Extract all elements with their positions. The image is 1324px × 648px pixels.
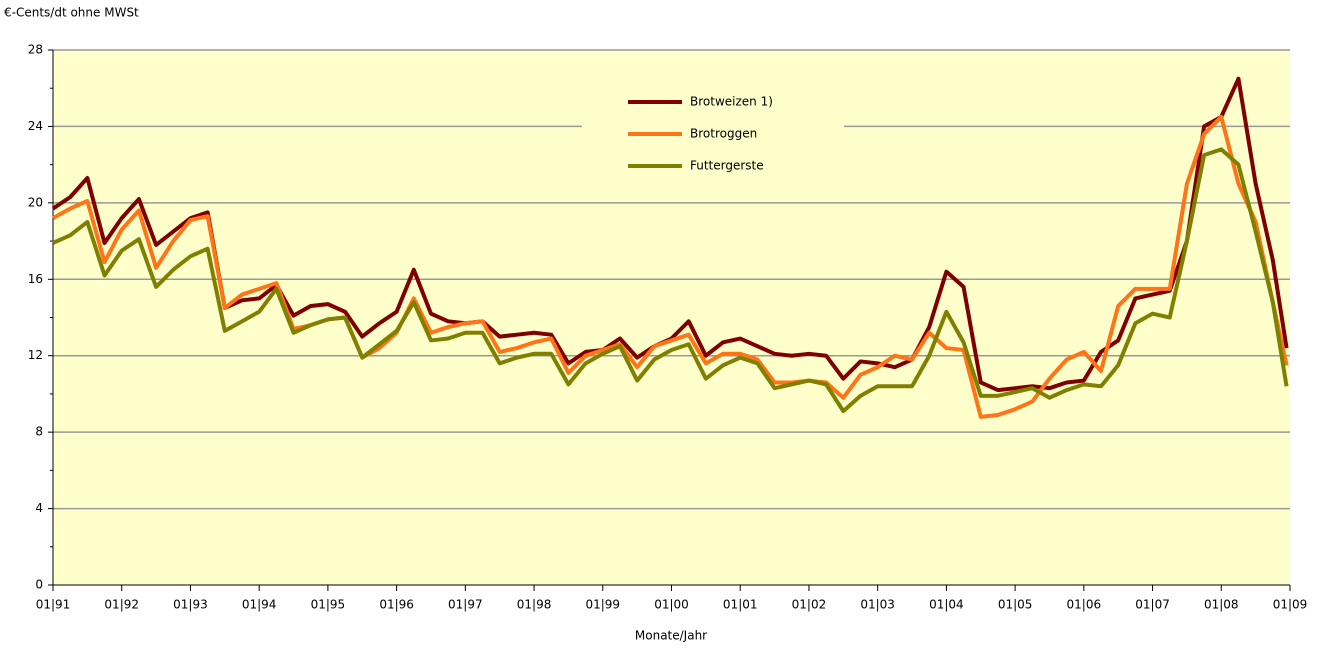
- x-tick-label: 01|99: [585, 598, 620, 612]
- x-axis-label: Monate/Jahr: [635, 629, 707, 643]
- x-tick-label: 01|02: [792, 598, 827, 612]
- x-tick-label: 01|91: [36, 598, 71, 612]
- x-tick-label: 01|07: [1135, 598, 1170, 612]
- legend-label: Futtergerste: [690, 159, 764, 173]
- y-tick-label: 16: [28, 272, 43, 286]
- y-tick-label: 0: [35, 578, 43, 592]
- x-tick-label: 01|94: [242, 598, 277, 612]
- x-tick-label: 01|98: [517, 598, 552, 612]
- y-axis-label: €-Cents/dt ohne MWSt: [4, 6, 139, 20]
- x-tick-label: 01|05: [998, 598, 1033, 612]
- x-tick-label: 01|04: [929, 598, 964, 612]
- y-tick-label: 12: [28, 348, 43, 362]
- y-tick-label: 28: [28, 43, 43, 57]
- x-tick-label: 01|00: [654, 598, 689, 612]
- x-tick-label: 01|93: [173, 598, 208, 612]
- x-tick-label: 01|97: [448, 598, 483, 612]
- legend-box: [582, 88, 844, 184]
- legend-label: Brotroggen: [690, 127, 757, 141]
- x-tick-label: 01|03: [860, 598, 895, 612]
- y-tick-label: 8: [35, 425, 43, 439]
- series-line: [52, 114, 1289, 419]
- y-tick-label: 24: [28, 119, 43, 133]
- y-tick-label: 4: [35, 501, 43, 515]
- series-line: [52, 147, 1289, 414]
- x-tick-label: 01|95: [311, 598, 346, 612]
- y-tick-label: 20: [28, 195, 43, 209]
- x-tick-label: 01|92: [104, 598, 139, 612]
- x-tick-label: 01|96: [379, 598, 414, 612]
- legend-label: Brotweizen 1): [690, 95, 773, 109]
- x-tick-label: 01|09: [1273, 598, 1308, 612]
- x-tick-label: 01|06: [1067, 598, 1102, 612]
- x-tick-label: 01|01: [723, 598, 758, 612]
- x-tick-label: 01|08: [1204, 598, 1239, 612]
